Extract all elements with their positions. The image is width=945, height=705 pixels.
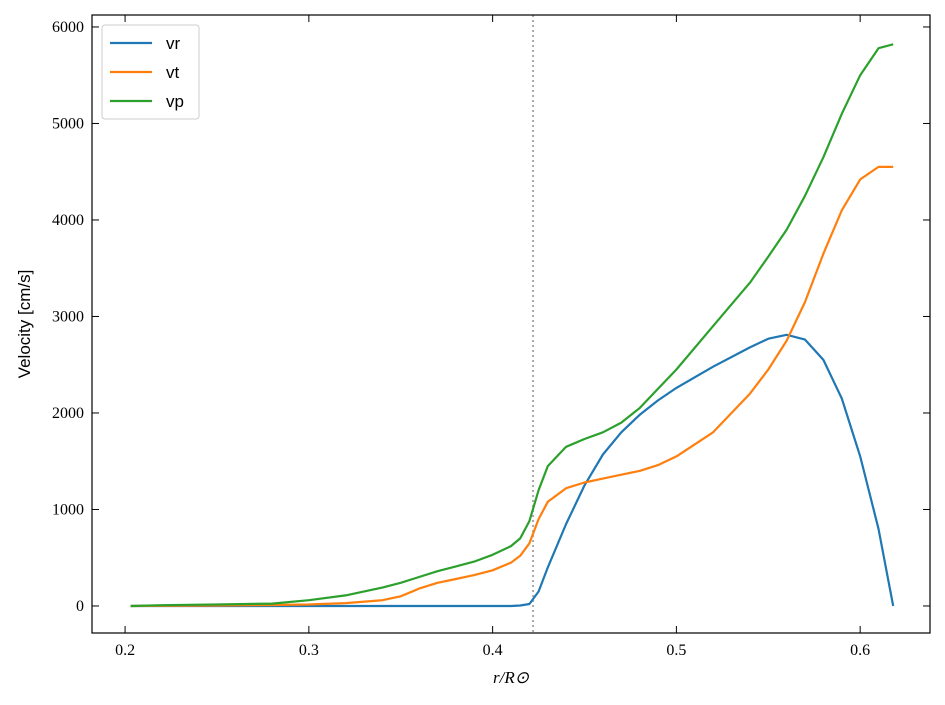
data-line (130, 43, 894, 608)
x-tick-label: 0.6 (850, 642, 870, 659)
x-tick-label: 0.5 (666, 642, 686, 659)
y-tick-label: 3000 (52, 308, 84, 325)
x-tick-label: 0.2 (115, 642, 135, 659)
legend-label: vp (166, 92, 184, 111)
legend-label: vr (166, 34, 181, 53)
y-tick-label: 0 (76, 598, 84, 615)
x-tick-label: 0.3 (299, 642, 319, 659)
y-tick-label: 4000 (52, 212, 84, 229)
data-line (130, 333, 895, 608)
legend-label: vt (166, 63, 180, 82)
data-line (130, 165, 894, 608)
x-tick-label: 0.4 (483, 642, 503, 659)
plot-frame (91, 14, 931, 634)
y-tick-label: 1000 (52, 501, 84, 518)
x-axis-label: r/R⊙ (493, 668, 530, 687)
y-tick-label: 5000 (52, 115, 84, 132)
y-axis-label: Velocity [cm/s] (15, 270, 34, 379)
y-tick-label: 2000 (52, 405, 84, 422)
y-tick-label: 6000 (52, 19, 84, 36)
